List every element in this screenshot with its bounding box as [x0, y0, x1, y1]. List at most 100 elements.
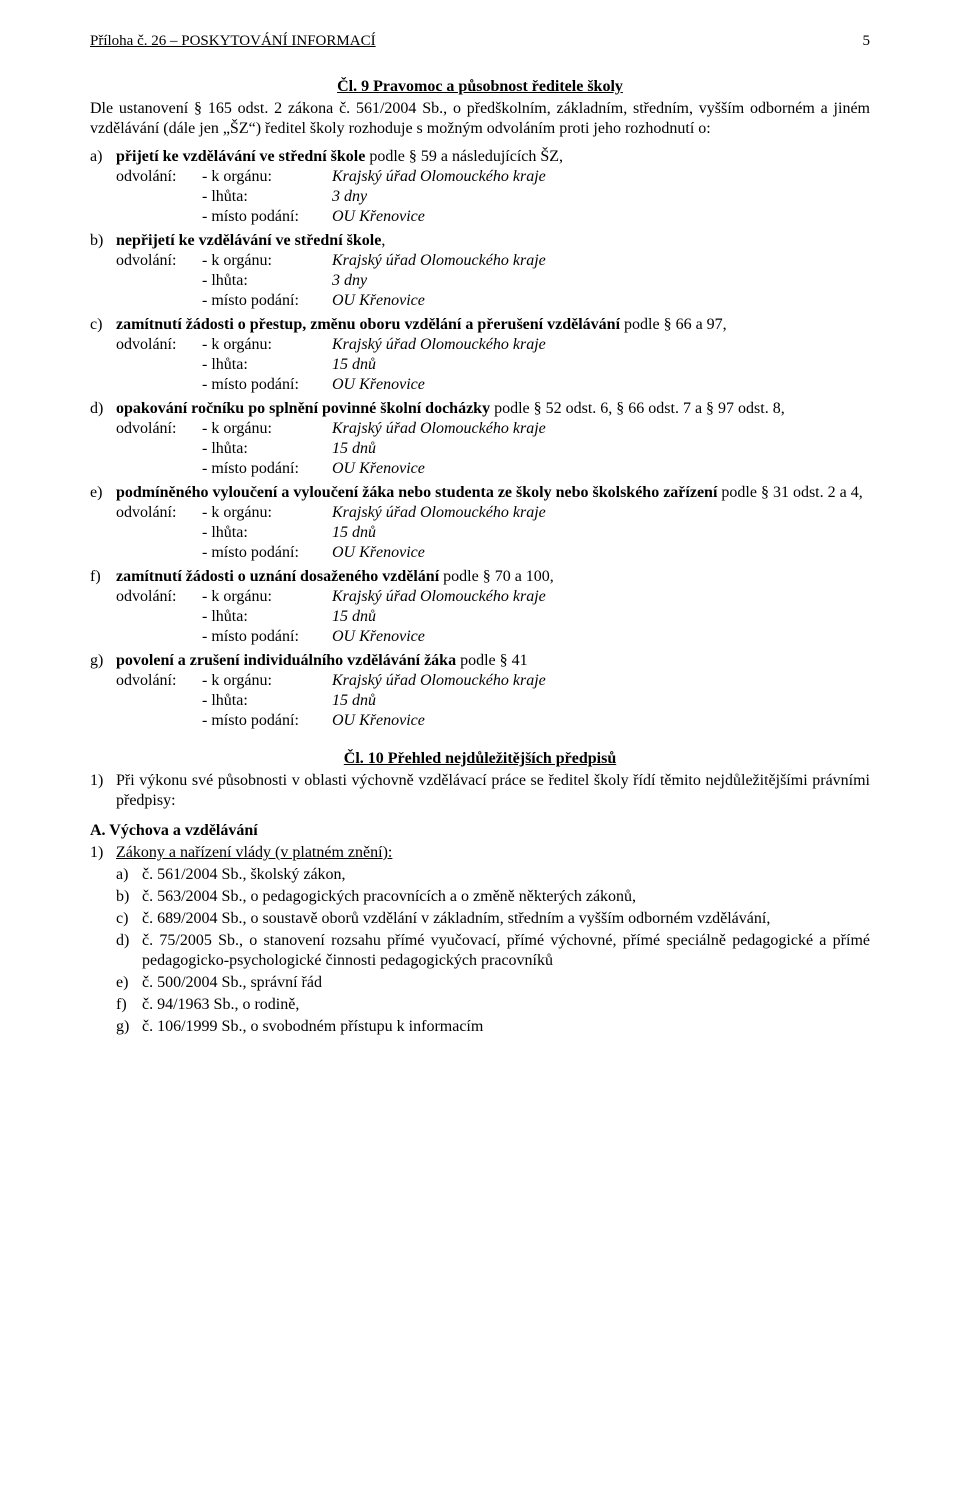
clause: e)podmíněného vyloučení a vyloučení žáka… [90, 483, 870, 503]
clause-body: nepřijetí ke vzdělávání ve střední škole… [116, 231, 870, 251]
clause-bold: podmíněného vyloučení a vyloučení žáka n… [116, 484, 717, 501]
subrow-field: - k orgánu: [202, 167, 332, 187]
law-text: č. 500/2004 Sb., správní řád [142, 973, 870, 993]
clause-subrow: odvolání:- k orgánu:Krajský úřad Olomouc… [116, 419, 870, 439]
subrow-value: 3 dny [332, 271, 870, 291]
subrow-field: - místo podání: [202, 711, 332, 731]
clause-subtable: odvolání:- k orgánu:Krajský úřad Olomouc… [116, 587, 870, 647]
clause-subrow: odvolání:- k orgánu:Krajský úřad Olomouc… [116, 167, 870, 187]
subrow-field: - lhůta: [202, 355, 332, 375]
law-item: c)č. 689/2004 Sb., o soustavě oborů vzdě… [116, 909, 870, 929]
list-marker: 1) [90, 771, 116, 811]
clause-body: podmíněného vyloučení a vyloučení žáka n… [116, 483, 870, 503]
clause-subrow: - lhůta:15 dnů [116, 355, 870, 375]
article-9-title: Čl. 9 Pravomoc a působnost ředitele škol… [90, 77, 870, 97]
subrow-label [116, 691, 202, 711]
clause-subtable: odvolání:- k orgánu:Krajský úřad Olomouc… [116, 335, 870, 395]
clause-bold: nepřijetí ke vzdělávání ve střední škole [116, 232, 381, 249]
clause-subtable: odvolání:- k orgánu:Krajský úřad Olomouc… [116, 419, 870, 479]
law-item: a)č. 561/2004 Sb., školský zákon, [116, 865, 870, 885]
clause-subrow: - místo podání:OU Křenovice [116, 375, 870, 395]
list-item: 1)Při výkonu své působnosti v oblasti vý… [90, 771, 870, 811]
subrow-field: - místo podání: [202, 459, 332, 479]
clause: f)zamítnutí žádosti o uznání dosaženého … [90, 567, 870, 587]
clause-subtable: odvolání:- k orgánu:Krajský úřad Olomouc… [116, 167, 870, 227]
subrow-field: - místo podání: [202, 627, 332, 647]
subrow-value: Krajský úřad Olomouckého kraje [332, 167, 870, 187]
clause: c)zamítnutí žádosti o přestup, změnu obo… [90, 315, 870, 335]
subrow-field: - lhůta: [202, 439, 332, 459]
law-marker: b) [116, 887, 142, 907]
subrow-field: - lhůta: [202, 691, 332, 711]
subrow-value: Krajský úřad Olomouckého kraje [332, 671, 870, 691]
clause-letter: g) [90, 651, 116, 671]
subrow-value: OU Křenovice [332, 291, 870, 311]
clause-letter: d) [90, 399, 116, 419]
law-item: g)č. 106/1999 Sb., o svobodném přístupu … [116, 1017, 870, 1037]
sublist-heading-text: Zákony a nařízení vlády (v platném znění… [116, 843, 870, 863]
subrow-value: 15 dnů [332, 439, 870, 459]
page-header: Příloha č. 26 – POSKYTOVÁNÍ INFORMACÍ 5 [90, 32, 870, 51]
law-text: č. 106/1999 Sb., o svobodném přístupu k … [142, 1017, 870, 1037]
subrow-label: odvolání: [116, 587, 202, 607]
law-item: d)č. 75/2005 Sb., o stanovení rozsahu př… [116, 931, 870, 971]
clause-bold: povolení a zrušení individuálního vzdělá… [116, 652, 456, 669]
header-left: Příloha č. 26 – POSKYTOVÁNÍ INFORMACÍ [90, 32, 376, 51]
sublist-marker: 1) [90, 843, 116, 863]
subrow-value: Krajský úřad Olomouckého kraje [332, 419, 870, 439]
subrow-value: 3 dny [332, 187, 870, 207]
article-10-title: Čl. 10 Přehled nejdůležitějších předpisů [90, 749, 870, 769]
clause-letter: e) [90, 483, 116, 503]
law-marker: f) [116, 995, 142, 1015]
subrow-field: - lhůta: [202, 187, 332, 207]
subrow-field: - k orgánu: [202, 671, 332, 691]
subrow-label [116, 187, 202, 207]
clause-subrow: - lhůta:15 dnů [116, 523, 870, 543]
subrow-label: odvolání: [116, 671, 202, 691]
subrow-value: OU Křenovice [332, 375, 870, 395]
subrow-value: OU Křenovice [332, 459, 870, 479]
clause-bold: opakování ročníku po splnění povinné ško… [116, 400, 490, 417]
subrow-value: OU Křenovice [332, 627, 870, 647]
clause-letter: a) [90, 147, 116, 167]
subrow-label: odvolání: [116, 167, 202, 187]
clause-subrow: odvolání:- k orgánu:Krajský úřad Olomouc… [116, 251, 870, 271]
clause: d)opakování ročníku po splnění povinné š… [90, 399, 870, 419]
subrow-value: OU Křenovice [332, 711, 870, 731]
clause: b)nepřijetí ke vzdělávání ve střední ško… [90, 231, 870, 251]
subrow-field: - místo podání: [202, 207, 332, 227]
law-text: č. 561/2004 Sb., školský zákon, [142, 865, 870, 885]
clause-subrow: odvolání:- k orgánu:Krajský úřad Olomouc… [116, 503, 870, 523]
clause-subrow: - místo podání:OU Křenovice [116, 207, 870, 227]
law-marker: c) [116, 909, 142, 929]
law-text: č. 94/1963 Sb., o rodině, [142, 995, 870, 1015]
clause-subrow: - místo podání:OU Křenovice [116, 627, 870, 647]
clause-subrow: - lhůta:3 dny [116, 271, 870, 291]
subrow-label [116, 355, 202, 375]
subrow-label [116, 291, 202, 311]
subrow-field: - lhůta: [202, 271, 332, 291]
subrow-label [116, 523, 202, 543]
subrow-value: Krajský úřad Olomouckého kraje [332, 587, 870, 607]
subrow-label: odvolání: [116, 251, 202, 271]
law-text: č. 689/2004 Sb., o soustavě oborů vzdělá… [142, 909, 870, 929]
subrow-label [116, 439, 202, 459]
subrow-value: 15 dnů [332, 607, 870, 627]
clause-body: povolení a zrušení individuálního vzdělá… [116, 651, 870, 671]
law-marker: e) [116, 973, 142, 993]
clause-bold: zamítnutí žádosti o přestup, změnu oboru… [116, 316, 620, 333]
subrow-field: - místo podání: [202, 291, 332, 311]
subrow-label: odvolání: [116, 335, 202, 355]
subrow-field: - k orgánu: [202, 419, 332, 439]
subrow-label: odvolání: [116, 419, 202, 439]
subrow-value: Krajský úřad Olomouckého kraje [332, 251, 870, 271]
clause-body: zamítnutí žádosti o uznání dosaženého vz… [116, 567, 870, 587]
clause-subrow: - místo podání:OU Křenovice [116, 543, 870, 563]
subrow-label [116, 711, 202, 731]
subrow-label [116, 627, 202, 647]
law-marker: d) [116, 931, 142, 971]
law-text: č. 563/2004 Sb., o pedagogických pracovn… [142, 887, 870, 907]
clause: a)přijetí ke vzdělávání ve střední škole… [90, 147, 870, 167]
clause-subtable: odvolání:- k orgánu:Krajský úřad Olomouc… [116, 251, 870, 311]
subrow-field: - lhůta: [202, 523, 332, 543]
